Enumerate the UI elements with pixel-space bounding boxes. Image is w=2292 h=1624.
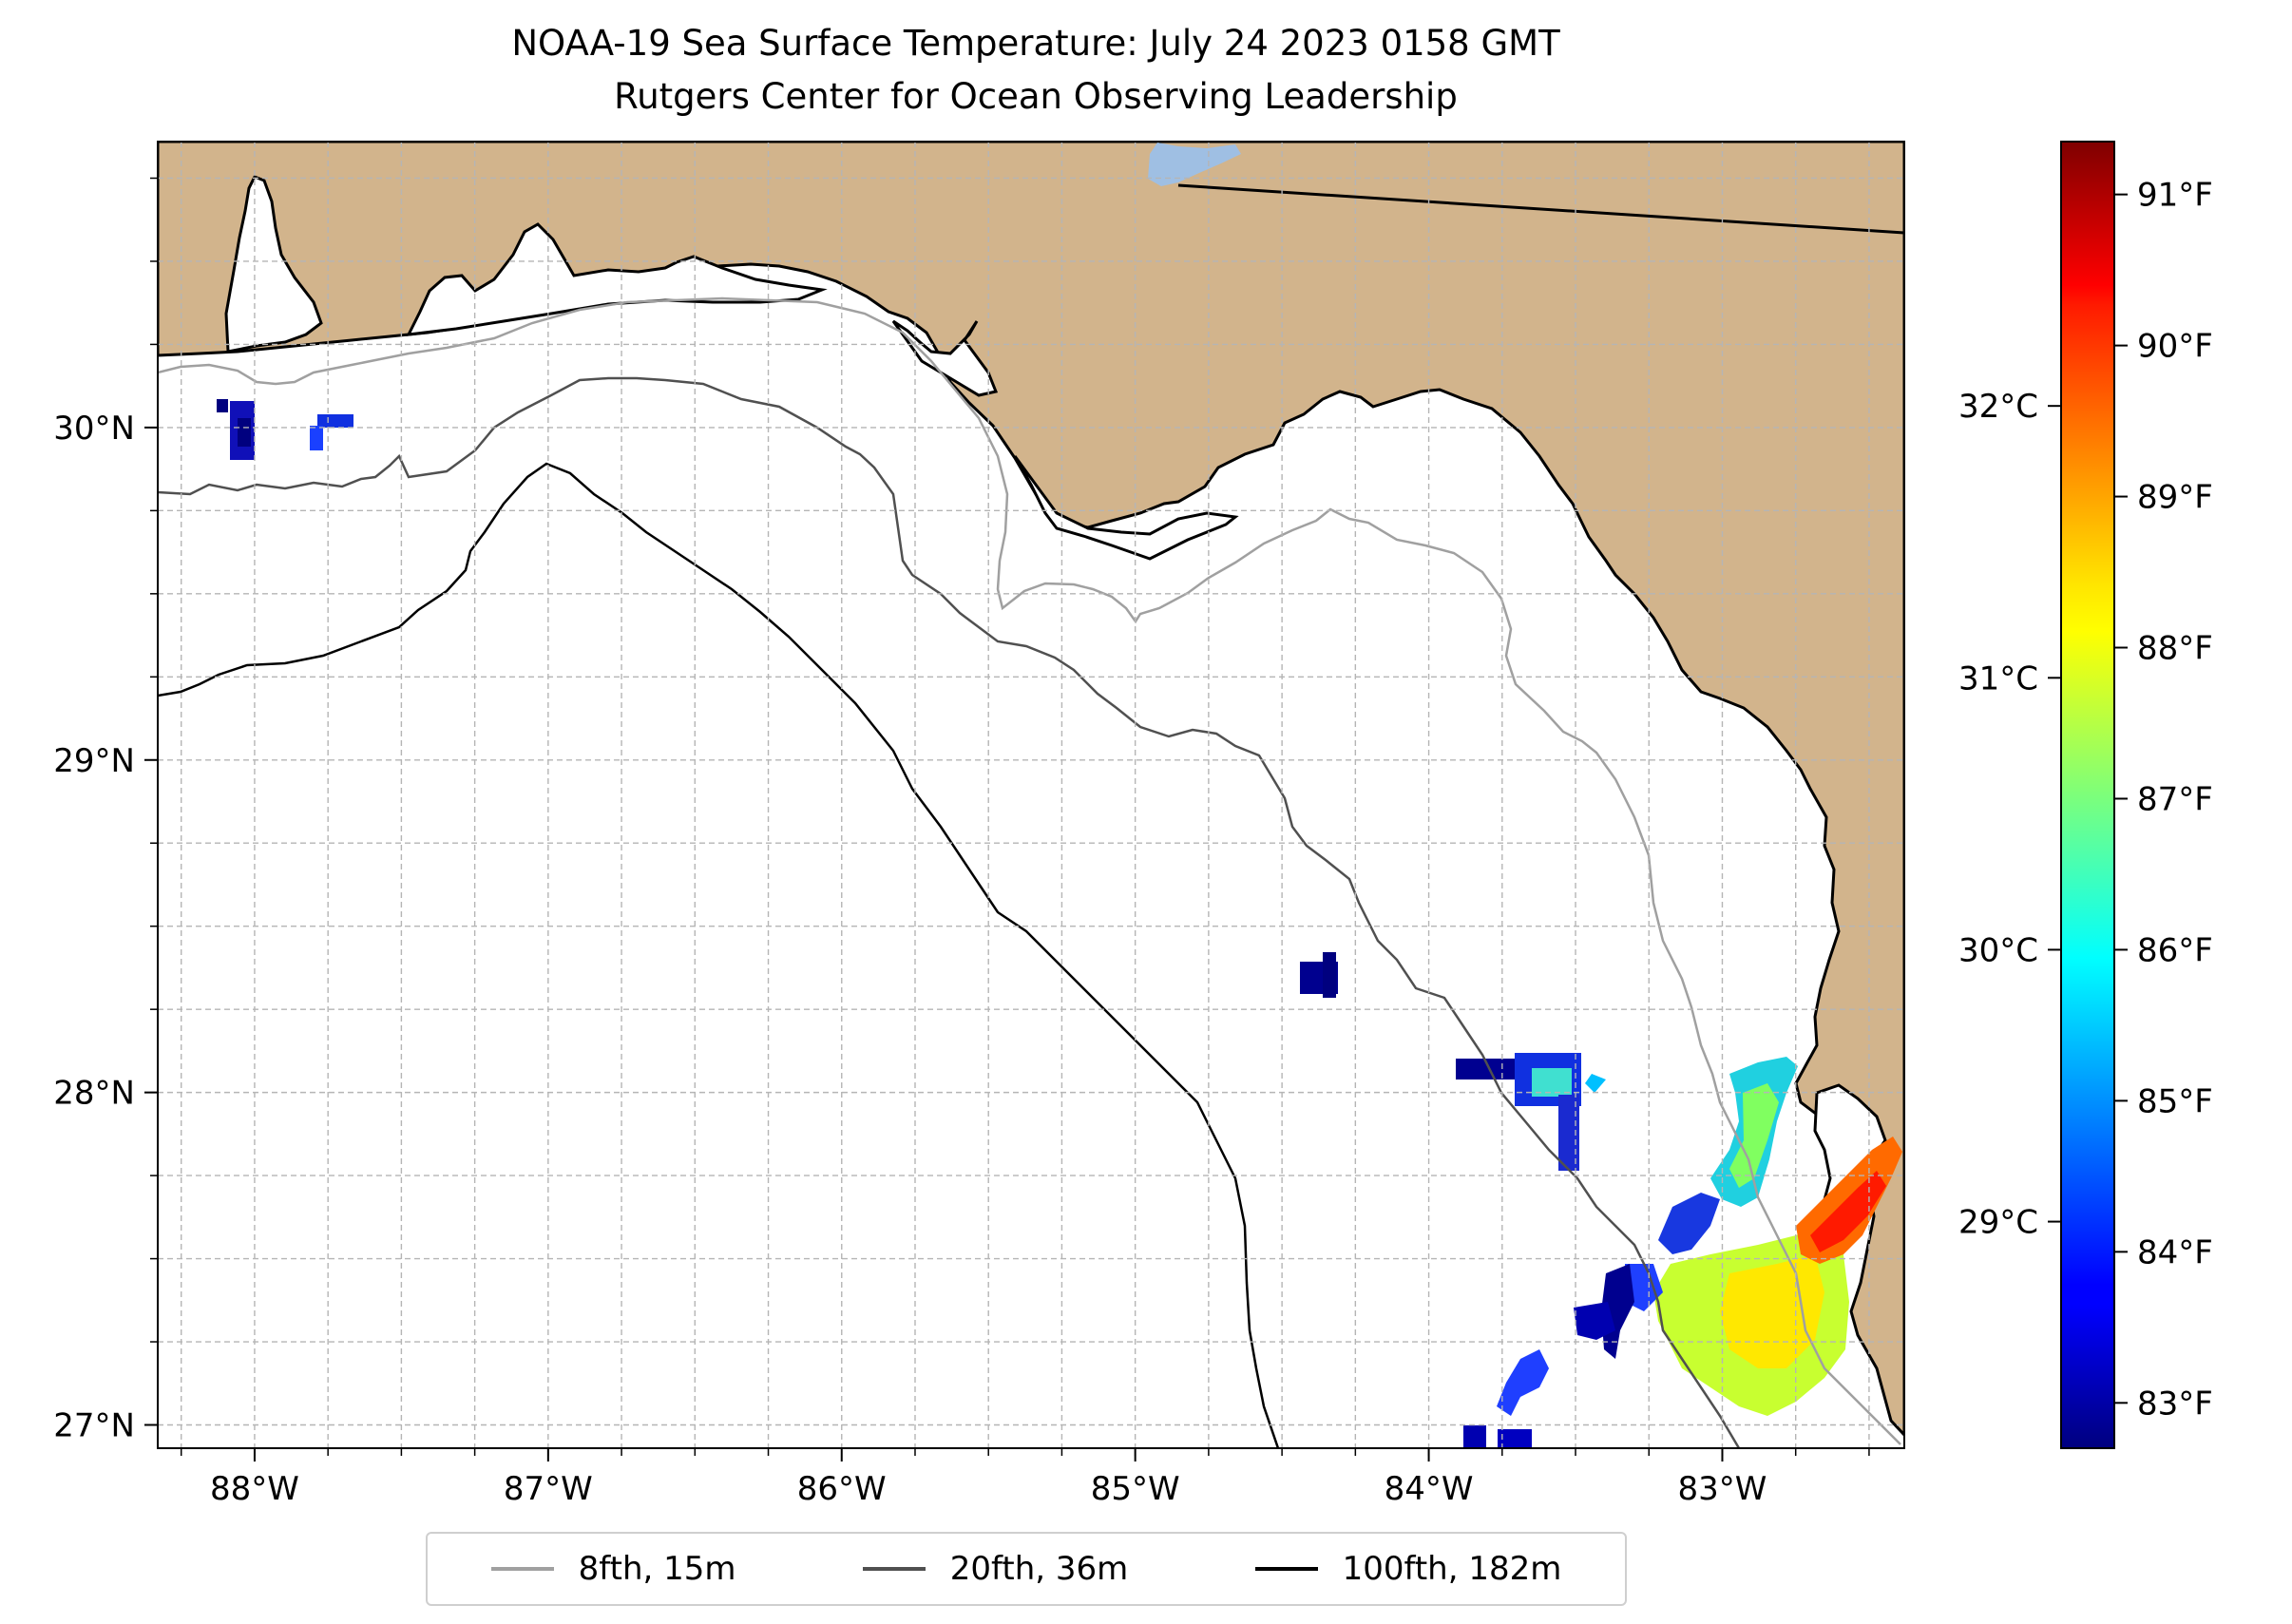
st-andrew-bay xyxy=(891,319,999,397)
sst-patch xyxy=(1574,1302,1615,1340)
sst-patch xyxy=(238,418,251,447)
lon-tick-label: 86°W xyxy=(797,1470,887,1508)
legend-item-100fth: 100fth, 182m xyxy=(1254,1550,1562,1588)
fahrenheit-scale: 83°F 84°F 85°F 86°F 87°F 88°F 89°F 90°F 91°F xyxy=(2114,177,2213,1423)
fahrenheit-tick-label: 90°F xyxy=(2137,328,2213,366)
latitude-axis: 27°N 28°N 29°N 30°N xyxy=(53,177,158,1445)
sst-patch xyxy=(1498,1429,1532,1448)
lat-tick-label: 27°N xyxy=(53,1407,135,1445)
state-border xyxy=(1177,183,1904,235)
map-frame xyxy=(157,141,1905,1449)
legend-swatch xyxy=(490,1567,554,1571)
sst-patch xyxy=(1497,1349,1549,1416)
sst-patch xyxy=(1585,1074,1606,1093)
lon-tick-label: 87°W xyxy=(504,1470,593,1508)
legend-label: 8fth, 15m xyxy=(578,1550,736,1588)
lat-tick-label: 29°N xyxy=(53,742,135,780)
lon-tick-label: 85°W xyxy=(1091,1470,1180,1508)
sst-patch xyxy=(1658,1193,1720,1254)
legend-label: 20fth, 36m xyxy=(949,1550,1129,1588)
sst-patch xyxy=(310,426,323,450)
sst-patch xyxy=(1463,1425,1486,1448)
celsius-scale: 29°C 30°C 31°C 32°C xyxy=(1958,388,2061,1242)
legend-swatch xyxy=(862,1567,926,1571)
sst-patch xyxy=(1810,1171,1886,1252)
lat-tick-label: 28°N xyxy=(53,1075,135,1113)
celsius-tick-label: 29°C xyxy=(1958,1204,2038,1242)
fahrenheit-tick-label: 86°F xyxy=(2137,931,2213,969)
sst-patch xyxy=(1601,1264,1634,1359)
contour-8fth xyxy=(158,296,1901,1445)
celsius-tick-label: 31°C xyxy=(1958,659,2038,697)
colorbar-gradient xyxy=(2061,142,2114,1448)
fahrenheit-tick-label: 91°F xyxy=(2137,177,2213,215)
longitude-axis: 88°W 87°W 86°W 85°W 84°W 83°W xyxy=(180,1448,1870,1508)
celsius-tick-label: 30°C xyxy=(1958,931,2038,969)
fahrenheit-tick-label: 83°F xyxy=(2137,1385,2213,1423)
fahrenheit-tick-label: 89°F xyxy=(2137,479,2213,517)
map-subtitle: Rutgers Center for Ocean Observing Leade… xyxy=(614,76,1458,117)
lon-tick-label: 84°W xyxy=(1385,1470,1474,1508)
fahrenheit-tick-label: 88°F xyxy=(2137,630,2213,668)
lat-tick-label: 30°N xyxy=(53,410,135,448)
map-area: 88°W 87°W 86°W 85°W 84°W 83°W 27°N 28°N 29°N 30°… xyxy=(53,141,1905,1508)
legend-item-20fth: 20fth, 36m xyxy=(862,1550,1129,1588)
apalachicola-bay xyxy=(1013,455,1239,561)
mobile-bay xyxy=(224,175,323,353)
sst-data xyxy=(217,399,1902,1448)
map-gridlines xyxy=(158,142,1904,1448)
legend-swatch xyxy=(1254,1567,1318,1571)
colorbar-frame xyxy=(2060,141,2115,1449)
fahrenheit-tick-label: 84°F xyxy=(2137,1233,2213,1271)
contour-100fth xyxy=(158,462,1280,1448)
temperature-colorbar: 83°F 84°F 85°F 86°F 87°F 88°F 89°F 90°F 91°F 29°… xyxy=(1958,141,2213,1449)
sst-patch xyxy=(1558,1095,1579,1171)
legend-item-8fth: 8fth, 15m xyxy=(490,1550,736,1588)
sst-patch xyxy=(1729,1083,1779,1188)
sst-patch xyxy=(317,414,353,428)
lon-tick-label: 83°W xyxy=(1678,1470,1767,1508)
sst-patch xyxy=(1456,1059,1532,1079)
sst-patch xyxy=(1625,1264,1663,1311)
celsius-tick-label: 32°C xyxy=(1958,388,2038,426)
depth-contour-legend: 8fth, 15m 20fth, 36m 100fth, 182m xyxy=(426,1532,1627,1606)
sst-patch xyxy=(217,399,228,412)
sst-patch xyxy=(1323,952,1336,998)
fahrenheit-tick-label: 85°F xyxy=(2137,1082,2213,1120)
map-title: NOAA-19 Sea Surface Temperature: July 24… xyxy=(511,23,1560,64)
legend-label: 100fth, 182m xyxy=(1342,1550,1562,1588)
inland-lake xyxy=(1148,143,1241,186)
lon-tick-label: 88°W xyxy=(210,1470,299,1508)
fahrenheit-tick-label: 87°F xyxy=(2137,780,2213,818)
contour-20fth xyxy=(158,376,1741,1448)
